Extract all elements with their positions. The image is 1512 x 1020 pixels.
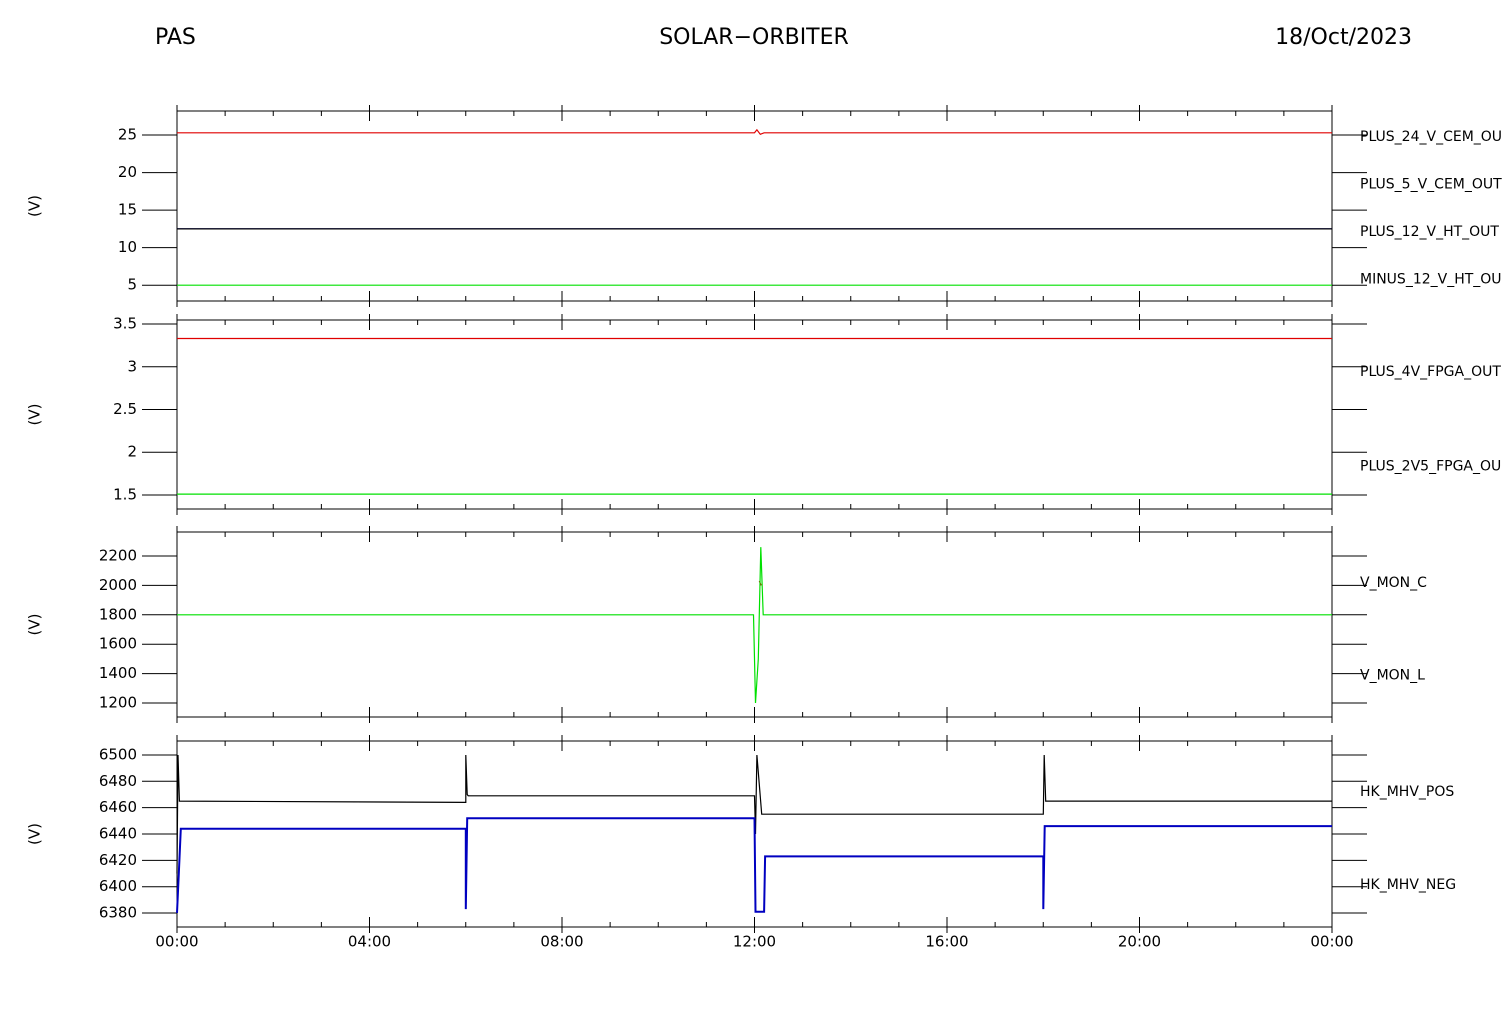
y-tick-label: 6440: [99, 825, 137, 843]
series-line: [176, 754, 1332, 874]
y-tick-label: 3.5: [113, 315, 137, 333]
series-line: [176, 817, 1332, 914]
x-tick-label: 04:00: [348, 933, 391, 951]
x-tick-label: 20:00: [1118, 933, 1161, 951]
y-tick-label: 20: [118, 163, 137, 181]
y-tick-label: 1400: [99, 664, 137, 682]
y-tick-label: 2200: [99, 546, 137, 564]
y-tick-label: 1800: [99, 605, 137, 623]
y-tick-label: 6500: [99, 745, 137, 763]
y-tick-label: 2000: [99, 576, 137, 594]
y-axis-label: (V): [26, 195, 44, 217]
y-tick-label: 6400: [99, 877, 137, 895]
y-axis-label: (V): [26, 614, 44, 636]
legend-label: V_MON_C: [1360, 575, 1427, 591]
y-tick-label: 25: [118, 126, 137, 144]
y-tick-label: 10: [118, 238, 137, 256]
legend-label: PLUS_4V_FPGA_OUT: [1360, 364, 1501, 380]
y-tick-label: 2.5: [113, 400, 137, 418]
y-tick-label: 1.5: [113, 485, 137, 503]
legend-label: PLUS_12_V_HT_OUT: [1360, 224, 1499, 240]
y-tick-label: 3: [127, 357, 137, 375]
y-tick-label: 6380: [99, 904, 137, 922]
x-tick-label: 00:00: [155, 933, 198, 951]
series-line: [177, 128, 1332, 136]
x-tick-label: 12:00: [733, 933, 776, 951]
y-tick-label: 2: [127, 443, 137, 461]
y-tick-label: 6480: [99, 772, 137, 790]
legend-label: V_MON_L: [1360, 667, 1425, 683]
header-left: PAS: [155, 25, 196, 50]
y-tick-label: 1600: [99, 635, 137, 653]
y-tick-label: 6460: [99, 798, 137, 816]
x-tick-label: 08:00: [540, 933, 583, 951]
x-tick-label: 00:00: [1310, 933, 1353, 951]
y-tick-label: 6420: [99, 851, 137, 869]
legend-label: PLUS_2V5_FPGA_OU: [1360, 458, 1501, 474]
y-tick-label: 5: [127, 276, 137, 294]
x-tick-label: 16:00: [925, 933, 968, 951]
header-date: 18/Oct/2023: [1275, 25, 1412, 50]
legend-label: HK_MHV_POS: [1360, 784, 1454, 800]
y-tick-label: 15: [118, 201, 137, 219]
header-title: SOLAR−ORBITER: [659, 25, 849, 50]
legend-label: HK_MHV_NEG: [1360, 877, 1456, 893]
legend-label: MINUS_12_V_HT_OU: [1360, 272, 1502, 288]
y-axis-label: (V): [26, 823, 44, 845]
y-tick-label: 1200: [99, 694, 137, 712]
series-line: [177, 547, 1332, 704]
legend-label: PLUS_5_V_CEM_OUT: [1360, 177, 1502, 193]
legend-label: PLUS_24_V_CEM_OU: [1360, 129, 1502, 145]
y-axis-label: (V): [26, 404, 44, 426]
